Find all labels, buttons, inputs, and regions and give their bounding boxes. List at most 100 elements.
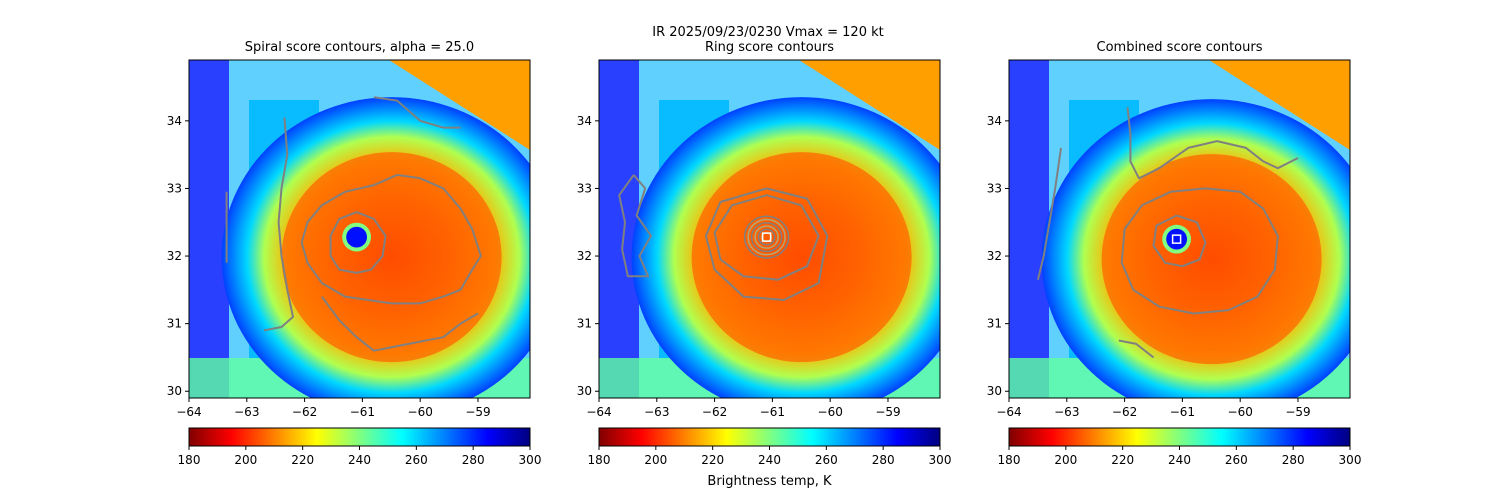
x-tick-label: −59: [465, 405, 490, 419]
contour-ring: [329, 211, 387, 274]
central-dense-overcast: [1101, 154, 1322, 365]
colorbar-tick-label: 200: [234, 453, 257, 467]
x-tick-label: −64: [996, 405, 1021, 419]
colorbar-tick-label: 300: [929, 453, 952, 467]
colorbar-tick-label: 180: [178, 453, 201, 467]
contour-inner-ring: [747, 218, 786, 256]
x-tick-label: −64: [176, 405, 201, 419]
center-marker: [1171, 234, 1182, 244]
ir-image: [189, 60, 530, 398]
colorbar-tick-label: 180: [998, 453, 1021, 467]
x-tick-label: −61: [760, 405, 785, 419]
contour-ring: [1152, 214, 1207, 268]
colorbar-tick-label: 240: [348, 453, 371, 467]
axes-frame: [1008, 59, 1351, 399]
contour-north-arc: [373, 96, 461, 129]
colorbar: [598, 427, 941, 447]
colorbar-tick-label: 260: [815, 453, 838, 467]
panel-title: Combined score contours: [1097, 40, 1263, 55]
contour-west-cluster: [618, 174, 652, 278]
y-tick-label: 33: [167, 181, 182, 195]
contour-inner-ring: [757, 228, 776, 246]
eye: [346, 226, 368, 248]
ir-image: [1009, 60, 1350, 398]
x-tick-label: −62: [1112, 405, 1137, 419]
colorbar-tick-label: 200: [644, 453, 667, 467]
colorbar: [188, 427, 531, 447]
x-tick-label: −61: [350, 405, 375, 419]
x-tick-label: −61: [1170, 405, 1195, 419]
y-tick-label: 32: [167, 249, 182, 263]
north-east-cloud: [799, 60, 940, 150]
contour-south-arc: [321, 296, 479, 352]
contour-north-arc: [1126, 107, 1299, 180]
x-tick-label: −63: [644, 405, 669, 419]
ir-image: [599, 60, 940, 398]
y-tick-label: 32: [577, 249, 592, 263]
colorbar-tick-label: 280: [462, 453, 485, 467]
panel-title: Ring score contours: [705, 40, 834, 55]
colorbar-tick-label: 220: [291, 453, 314, 467]
colorbar-tick-label: 240: [1168, 453, 1191, 467]
colorbar-tick-label: 280: [1282, 453, 1305, 467]
colorbar-tick-label: 180: [588, 453, 611, 467]
contour-west-band: [263, 117, 294, 332]
y-tick-label: 30: [577, 384, 592, 398]
x-tick-label: −59: [875, 405, 900, 419]
y-tick-label: 34: [987, 114, 1002, 128]
y-tick-label: 33: [577, 181, 592, 195]
y-tick-label: 34: [577, 114, 592, 128]
colorbar-tick-label: 260: [405, 453, 428, 467]
colorbar-tick-label: 260: [1225, 453, 1248, 467]
eye: [1166, 228, 1188, 250]
colorbar-tick-label: 280: [872, 453, 895, 467]
contour-inner-ring: [754, 225, 779, 249]
contour-outer: [300, 173, 482, 305]
y-tick-label: 31: [167, 317, 182, 331]
x-tick-label: −62: [702, 405, 727, 419]
x-tick-label: −62: [292, 405, 317, 419]
panel-title: Spiral score contours, alpha = 25.0: [245, 40, 474, 55]
y-tick-label: 32: [987, 249, 1002, 263]
colorbar: [1008, 427, 1351, 447]
contour-west-band: [1036, 147, 1062, 280]
contour-south-arc: [1118, 339, 1155, 359]
colorbar-tick-label: 220: [701, 453, 724, 467]
y-tick-label: 34: [167, 114, 182, 128]
x-tick-label: −63: [234, 405, 259, 419]
central-dense-overcast: [281, 152, 502, 363]
colorbar-tick-label: 300: [1339, 453, 1362, 467]
center-marker: [761, 232, 772, 242]
x-tick-label: −63: [1054, 405, 1079, 419]
y-tick-label: 30: [167, 384, 182, 398]
y-tick-label: 31: [577, 317, 592, 331]
north-east-cloud: [1209, 60, 1350, 150]
x-tick-label: −60: [1228, 405, 1253, 419]
x-tick-label: −64: [586, 405, 611, 419]
y-tick-label: 33: [987, 181, 1002, 195]
contour-inner-ring: [750, 222, 783, 253]
axes-frame: [188, 59, 531, 399]
contour-inner-ring: [743, 215, 790, 259]
y-tick-label: 30: [987, 384, 1002, 398]
panel-3: Combined score contours −64 −63 −62 −61 −60 −5…: [987, 40, 1362, 467]
colorbar-tick-label: 300: [519, 453, 542, 467]
contour-ring-2: [704, 187, 829, 301]
contour-outer: [1120, 187, 1279, 315]
colorbar-tick-label: 240: [758, 453, 781, 467]
figure-suptitle: IR 2025/09/23/0230 Vmax = 120 kt: [652, 25, 883, 40]
y-tick-label: 31: [987, 317, 1002, 331]
contour-ring-1: [713, 194, 820, 281]
x-tick-label: −60: [818, 405, 843, 419]
north-east-cloud: [389, 60, 530, 150]
x-tick-label: −59: [1285, 405, 1310, 419]
colorbar-label: Brightness temp, K: [707, 474, 832, 489]
colorbar-tick-label: 220: [1111, 453, 1134, 467]
axes-frame: [598, 59, 941, 399]
x-tick-label: −60: [408, 405, 433, 419]
panel-1: Spiral score contours, alpha = 25.0 −64 −6…: [167, 40, 542, 467]
colorbar-tick-label: 200: [1054, 453, 1077, 467]
central-dense-overcast: [691, 152, 912, 363]
panel-2: Ring score contours −64 −63 −62 −61 −60 −59 30 3…: [577, 40, 952, 467]
